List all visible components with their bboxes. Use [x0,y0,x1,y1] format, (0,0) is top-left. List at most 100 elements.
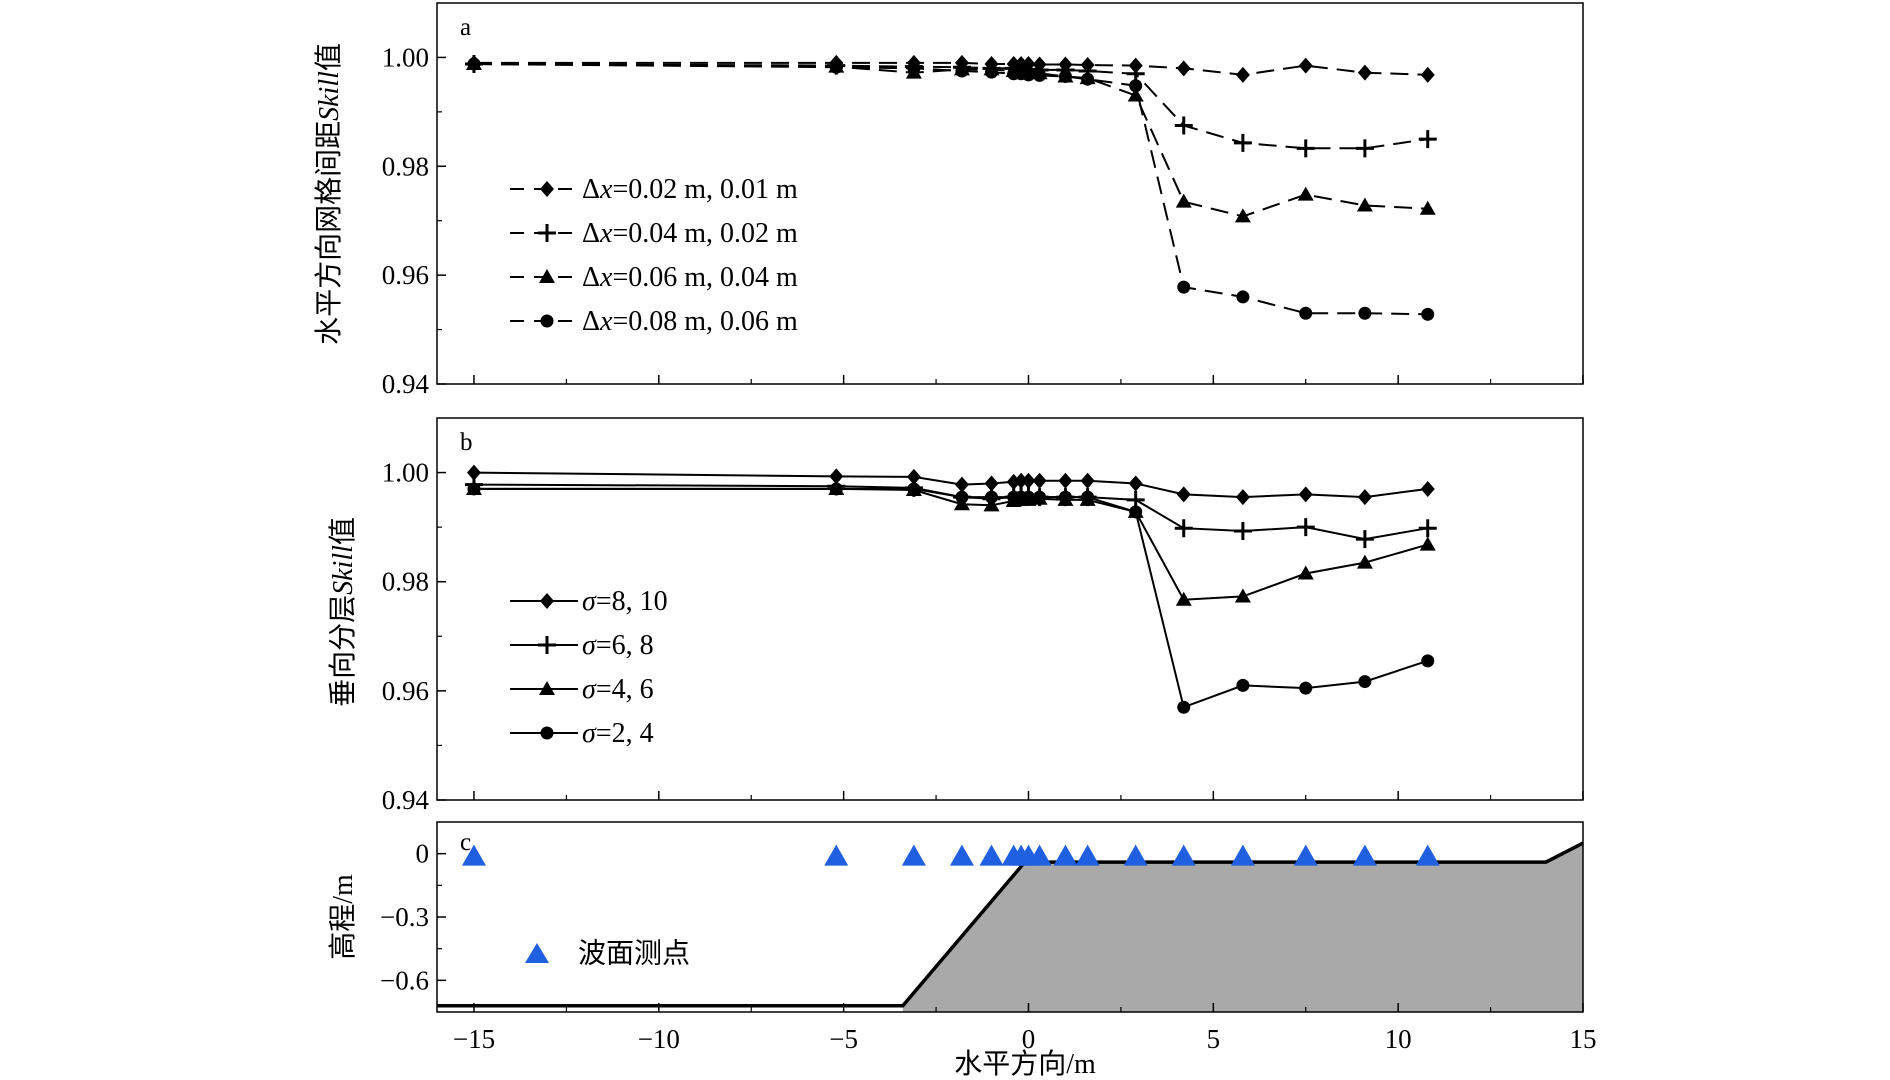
series-3-point [1234,588,1251,603]
legend-3-label: σ=4, 6 [582,674,654,705]
panel-b-legend: σ=8, 10 σ=6, 8 σ=4, 6 σ=2, 4 [510,586,668,749]
series-2-point [1233,133,1252,152]
series-4-point [1058,490,1072,504]
series-1-point [1298,486,1313,503]
series-1-point [1235,66,1250,83]
legend-2-label: Δx=0.04 m, 0.02 m [582,218,798,249]
series-4-point [829,60,843,74]
gauge-marker [949,844,974,866]
panel-a-legend: Δx=0.02 m, 0.01 m Δx=0.04 m, 0.02 m Δx=0.0… [510,174,798,337]
legend-gauge-label: 波面测点 [578,938,690,970]
gauge-marker [1027,844,1052,866]
series-3-point [983,497,1000,512]
legend-2-marker [538,636,556,654]
series-4-point [1177,280,1191,294]
series-4-point [467,482,481,496]
series-2-point [1296,518,1315,537]
series-1-point [1176,60,1191,77]
series-4-point [985,490,999,504]
x-tick-label: 5 [1207,1024,1221,1054]
gauge-marker [824,844,849,866]
gauge-marker [1352,844,1377,866]
panel-c-bathymetry [437,841,1584,1012]
panel-b-frame [436,417,1584,801]
series-4-point [1358,675,1372,689]
series-3-line [474,487,1428,601]
y-tick-label: 0.94 [382,785,430,815]
panel-b-xticks [473,791,1584,800]
series-1-point [1014,472,1029,489]
series-4-point [1177,700,1191,714]
panel-c-gauges [461,844,1440,866]
legend-4-marker [540,726,554,740]
series-4-point [907,61,921,75]
series-4-point [1299,681,1313,695]
series-4-point [1421,654,1435,668]
gauge-marker [1415,844,1440,866]
panel-a: a 水平方向网格间距Skill值 0.94 0.96 0.98 1.00 Δx=0.0… [313,2,1584,399]
series-4-point [1021,490,1035,504]
series-4-point [1421,307,1435,321]
series-1-point [1420,480,1435,497]
panel-c-yticks: −0.6 −0.3 0 [380,839,446,995]
series-2-line [473,63,1428,150]
panel-b-letter: b [460,429,473,456]
series-4-point [1033,490,1047,504]
series-2-point [1174,519,1193,538]
series-1-point [1176,486,1191,503]
series-3-point [1419,536,1436,551]
series-1-point [1357,489,1372,506]
series-1-line [474,61,1428,76]
gauge-marker [1075,844,1100,866]
series-1-point [1032,472,1047,489]
panel-a-ylabel: 水平方向网格间距Skill值 [313,43,345,345]
legend-3-marker [539,681,555,695]
x-tick-label: −15 [453,1024,495,1054]
y-tick-label: −0.3 [380,902,429,932]
series-4-point [1058,69,1072,83]
legend-2-label: σ=6, 8 [582,630,654,661]
x-tick-label: −5 [829,1024,858,1054]
series-1-point [829,468,844,485]
gauge-marker [1230,844,1255,866]
panel-a-xticks [473,375,1584,384]
series-3-point [1127,87,1144,102]
series-4-point [1129,505,1143,519]
legend-1-marker [540,181,554,197]
series-1-point [1058,472,1073,489]
panel-b: b 垂向分层Skill值 0.94 0.96 0.98 1.00 σ=8, 10 σ=6… [327,417,1584,815]
series-2-point [1233,521,1252,540]
legend-1-label: Δx=0.02 m, 0.01 m [582,174,798,205]
panel-b-lines [464,464,1437,714]
series-4-point [1299,306,1313,320]
series-3-point [1297,565,1314,580]
series-4-point [1033,68,1047,82]
series-4-point [985,65,999,79]
x-tick-label: −10 [638,1024,680,1054]
panel-a-yticks: 0.94 0.96 0.98 1.00 [382,42,446,399]
panel-b-ylabel: 垂向分层Skill值 [327,517,359,707]
series-4-point [467,57,481,71]
y-tick-label: 1.00 [382,458,429,488]
series-2-point [1418,130,1437,149]
bathymetry-fill [902,843,1583,1012]
series-4-point [1236,678,1250,692]
series-2-line [473,483,1428,541]
legend-1-label: σ=8, 10 [582,586,668,617]
panel-c: c 高程/m −0.6 −0.3 0 −15 −10 −5 0 5 10 15 波面测点 水平方… [327,821,1597,1080]
series-2-point [1418,519,1437,538]
series-1-point [954,476,969,493]
y-tick-label: 0.96 [382,676,429,706]
gauge-marker [979,844,1004,866]
gauge-marker [461,844,486,866]
series-4-point [955,64,969,78]
series-1-point [1021,472,1036,489]
legend-gauge-marker [525,943,549,963]
series-3-point [1356,197,1373,212]
series-4-point [1358,306,1372,320]
series-1-point [906,468,921,485]
y-tick-label: 0.98 [382,151,429,181]
series-3-point [1356,554,1373,569]
series-4-point [829,482,843,496]
